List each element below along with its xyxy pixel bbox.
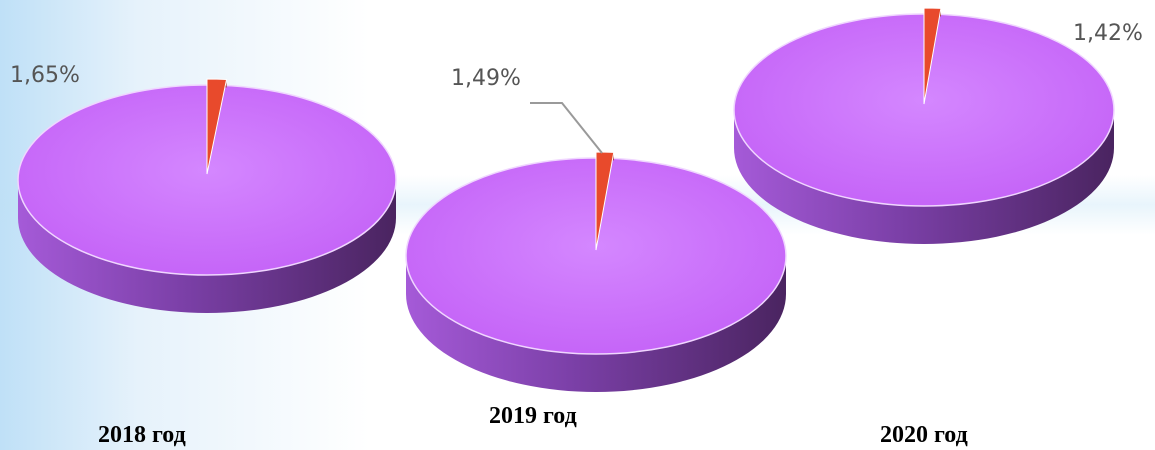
caption-2018: 2018 год (98, 422, 186, 448)
pie-slice-minor-1 (595, 151, 615, 251)
pie-side-2 (734, 110, 1114, 244)
caption-2019: 2019 год (489, 403, 577, 429)
data-label-1: 1,49% (451, 66, 521, 91)
pie-slice-minor-0 (206, 78, 228, 175)
pie-slice-minor-2 (923, 7, 942, 105)
data-label-0: 1,65% (10, 63, 80, 88)
data-label-2: 1,42% (1073, 21, 1143, 46)
leader-line-1 (530, 102, 603, 154)
pie-side-0 (18, 180, 396, 313)
caption-2020: 2020 год (880, 422, 968, 448)
pie-side-1 (406, 256, 786, 392)
